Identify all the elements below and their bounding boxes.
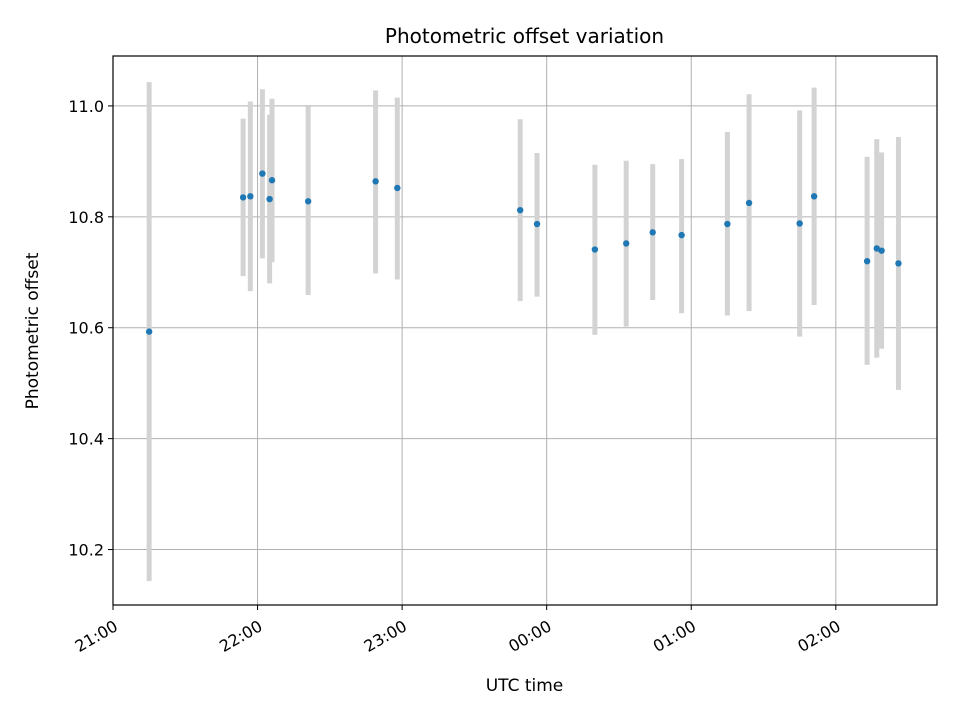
data-point [239, 194, 247, 201]
x-tick-label: 23:00 [361, 616, 410, 656]
chart-title: Photometric offset variation [385, 24, 664, 48]
data-point [394, 184, 401, 192]
x-tick-label: 02:00 [794, 616, 843, 656]
data-point [724, 220, 731, 228]
data-point [533, 220, 541, 228]
y-tick-label: 10.4 [68, 430, 104, 449]
data-point [268, 177, 276, 184]
y-tick-label: 10.6 [68, 319, 104, 338]
data-point [622, 240, 630, 247]
data-point [247, 193, 254, 200]
error-bars [146, 82, 901, 582]
data-point [678, 231, 685, 239]
data-points [145, 170, 902, 335]
data-point [810, 193, 818, 200]
x-tick-label: 01:00 [650, 616, 699, 656]
data-point [796, 220, 803, 227]
y-tick-label: 10.2 [68, 541, 104, 560]
y-axis: 10.2 10.4 10.6 10.8 11.0 [68, 97, 113, 560]
data-point [863, 257, 871, 265]
y-tick-label: 11.0 [68, 97, 104, 116]
data-point [745, 199, 753, 207]
data-point [873, 245, 880, 252]
plot-frame [112, 55, 938, 606]
data-point [895, 260, 902, 267]
data-point [516, 206, 524, 214]
data-point [304, 198, 312, 205]
x-tick-label: 21:00 [72, 616, 121, 656]
y-axis-title: Photometric offset [23, 252, 43, 409]
x-axis-title: UTC time [486, 676, 564, 696]
x-tick-label: 00:00 [505, 616, 554, 656]
x-tick-label: 22:00 [216, 616, 265, 656]
data-point [259, 170, 266, 177]
data-point [591, 246, 599, 253]
data-point [145, 328, 153, 335]
data-point [372, 178, 379, 185]
data-point [649, 229, 656, 236]
x-axis: 21:00 22:00 23:00 00:00 01:00 02:00 [72, 605, 844, 656]
y-tick-label: 10.8 [68, 208, 104, 227]
data-point [266, 195, 273, 203]
data-point [878, 247, 885, 254]
